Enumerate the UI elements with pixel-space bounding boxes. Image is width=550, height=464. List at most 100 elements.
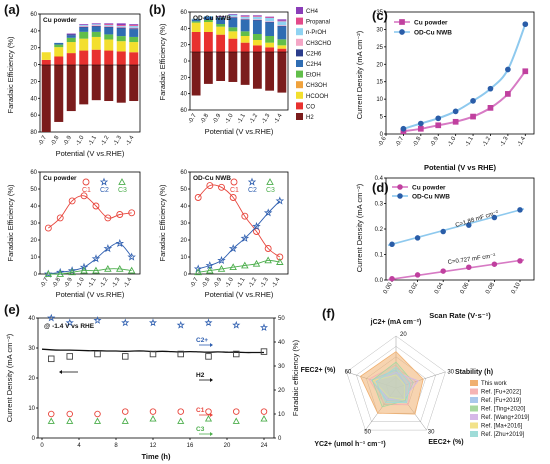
a-top-bar-CH4-2 — [66, 33, 76, 35]
b-top-bar-CO-5 — [252, 45, 262, 52]
d-point-1-5 — [517, 207, 523, 213]
a-top-ytick-6: 60 — [30, 113, 37, 119]
a-top-bar-HCOOH-0 — [41, 52, 51, 60]
b-bottom-legend-1: C2 — [248, 187, 257, 194]
b-top-bar-H2-2 — [216, 52, 226, 81]
b-top-bar-EtOH-4 — [240, 31, 250, 36]
b-top-bar-HCOOH-1 — [203, 22, 213, 32]
b-top-bar-n-PrOH-5 — [252, 16, 262, 20]
c-point-0-4 — [470, 113, 476, 120]
a-top-bar-CH3CHO-6 — [116, 26, 126, 28]
e-ytick-2: 20 — [28, 376, 35, 382]
e-point-C1-4 — [149, 408, 157, 415]
b-top-bar-HCOOH-7 — [277, 45, 287, 49]
f-axis-max-0: 20 — [400, 332, 407, 338]
e-series-arrowhead-0 — [210, 343, 213, 347]
b-top-bar-H2-0 — [191, 52, 201, 96]
f-axis-max-3: 50 — [364, 430, 371, 436]
b-bottom-point-C3-5 — [252, 259, 261, 267]
c-xtick-3: -0.9 — [430, 135, 441, 148]
d-point-0-0 — [389, 275, 395, 282]
b-top-bar-CH4-6 — [265, 16, 275, 18]
f-legend-swatch-4 — [470, 414, 478, 420]
d-legend-marker-0 — [397, 184, 403, 190]
c-xtick-2: -0.8 — [412, 135, 423, 148]
a-bottom-ytick-4: 40 — [30, 204, 37, 210]
b-bottom-ytick-4: 40 — [180, 204, 187, 210]
a-bottom-point-C3-1 — [56, 270, 65, 277]
f-legend-label-5: Ref. [Ma+2016] — [481, 424, 523, 430]
b-bottom-point-C3-0 — [194, 268, 202, 276]
e-note: @ -1.4 V vs RHE — [44, 323, 95, 330]
f-legend-swatch-2 — [470, 397, 478, 403]
b-legend-label-3: CH3CHO — [306, 41, 332, 47]
b-bottom-point-C1-0 — [194, 194, 202, 201]
e-ytick-4: 40 — [28, 316, 35, 322]
e-point-H2-6 — [205, 353, 212, 360]
a-top-bar-CO-7 — [129, 52, 139, 65]
a-top-bar-CO-3 — [79, 50, 89, 65]
f-grid-ring-4 — [356, 346, 436, 422]
b-bottom-point-C3-3 — [229, 263, 237, 271]
e-ytick-right-4: 40 — [278, 340, 285, 346]
b-bottom-ytick-5: 50 — [180, 187, 187, 193]
a-top-bar-CH4-3 — [79, 24, 89, 26]
b-top-bar-H2-3 — [228, 52, 238, 82]
b-top-ytick-6: 60 — [180, 108, 187, 114]
b-bottom-point-C1-6 — [264, 245, 272, 252]
b-bottom-xtick-3: -1.0 — [225, 276, 236, 289]
c-legend-marker-0 — [399, 19, 405, 25]
b-top-bar-HCOOH-6 — [265, 42, 275, 48]
c-point-1-6 — [505, 66, 511, 73]
c-ytick-6: 30 — [376, 27, 383, 33]
c-xtick-6: -1.2 — [482, 135, 493, 148]
a-top-bar-H2-1 — [54, 65, 64, 122]
a-top-bar-HCOOH-1 — [54, 47, 64, 57]
e-ytick-right-3: 30 — [278, 364, 285, 370]
c-point-0-5 — [487, 105, 494, 111]
f-legend-label-2: Ref. [Fu+2019] — [481, 398, 521, 404]
a-bottom-ylabel: Faradaic Efficiency (%) — [6, 184, 15, 261]
c-point-0-2 — [435, 122, 442, 129]
c-curve-1 — [403, 23, 527, 130]
f-legend-label-0: This work — [481, 381, 508, 387]
e-point-C2+-2 — [93, 316, 102, 324]
a-bottom-legend-marker-0 — [82, 178, 90, 186]
d-point-0-2 — [440, 268, 446, 274]
b-legend-swatch-3 — [296, 38, 303, 46]
e-point-C2+-0 — [47, 313, 56, 322]
c-point-1-3 — [452, 108, 459, 115]
a-top-bar-H2-6 — [116, 65, 126, 103]
e-point-C1-7 — [232, 408, 240, 415]
b-legend-label-9: CO — [306, 104, 315, 110]
a-bottom-curve-C3 — [48, 268, 132, 275]
a-top-bar-EtOH-3 — [79, 31, 89, 39]
a-bottom-ytick-3: 30 — [30, 221, 37, 227]
f-polygon-6 — [375, 366, 411, 404]
b-top-ytick-4: 20 — [180, 75, 187, 81]
a-top-bar-H2-7 — [129, 65, 139, 102]
d-ytick-0: 0.0 — [375, 278, 384, 284]
e-point-C1-5 — [177, 408, 184, 415]
a-bottom-point-C3-5 — [104, 264, 112, 272]
b-legend-swatch-10 — [296, 113, 303, 120]
c-xtick-7: -1.3 — [499, 135, 510, 148]
b-legend-label-0: CH4 — [306, 9, 319, 15]
e-point-C1-2 — [94, 410, 101, 418]
b-bottom-point-C1-3 — [229, 194, 237, 201]
e-point-C3-6 — [204, 415, 213, 422]
d-xtick-0: 0.00 — [383, 281, 394, 295]
a-top-ytick-5: 40 — [30, 96, 37, 102]
c-point-1-5 — [487, 85, 494, 92]
b-top-xtick-5: -1.2 — [249, 112, 260, 125]
c-xtick-0: -0.6 — [377, 135, 388, 148]
a-top-bar-Propanal-7 — [129, 25, 139, 26]
c-point-1-7 — [522, 21, 529, 28]
a-bottom-point-C1-5 — [104, 214, 112, 222]
b-top-ytick-0: 60 — [180, 10, 187, 16]
b-top-bar-HCOOH-2 — [216, 26, 226, 35]
b-legend-label-5: C2H4 — [306, 62, 322, 68]
e-point-C3-1 — [66, 417, 74, 424]
a-bottom-point-C1-7 — [128, 209, 136, 217]
b-bottom-xtick-7: -1.4 — [271, 276, 282, 289]
